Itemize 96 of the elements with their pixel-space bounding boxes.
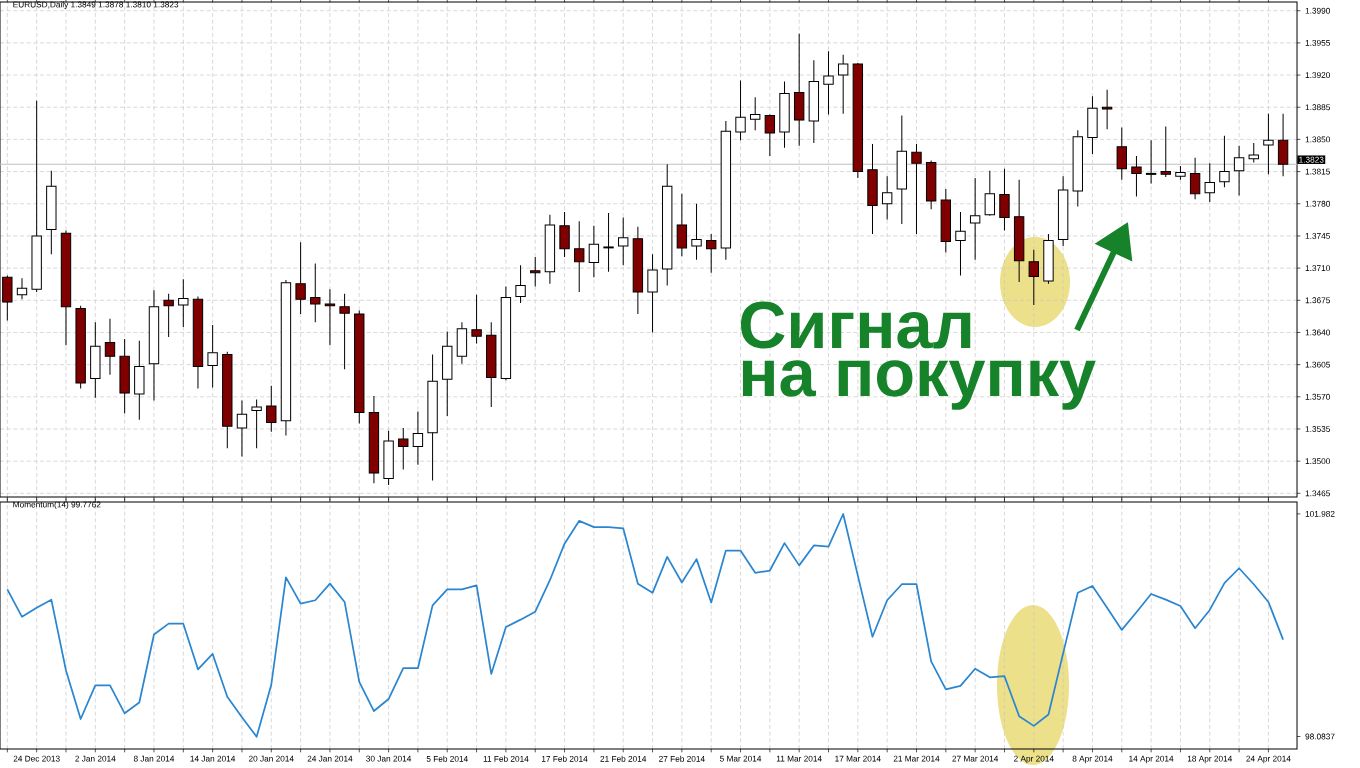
candlestick [911,143,922,235]
x-tick-label: 24 Dec 2013 [13,755,60,762]
candlestick [955,211,966,276]
candlestick [1189,157,1201,200]
candlestick [1219,135,1230,188]
x-tick-label: 8 Apr 2014 [1072,755,1113,764]
y-tick-label: 1.3990 [1305,7,1331,14]
candlestick [574,220,585,293]
candlestick [1131,155,1142,197]
x-tick-label: 21 Mar 2014 [893,755,940,762]
candlestick [881,175,893,220]
y-tick-label: 98.0837 [1305,733,1335,740]
candlestick [471,294,482,344]
x-tick-label: 5 Feb 2014 [426,755,468,762]
chart-title: EURUSD,Daily 1.3849 1.3878 1.3810 1.3823 [13,1,179,10]
y-tick-label: 1.3710 [1305,265,1331,272]
candlestick [1204,162,1215,203]
x-tick-label: 2 Jan 2014 [75,755,116,762]
candlestick [764,114,776,157]
x-tick-label: 2 Apr 2014 [1014,755,1054,764]
candlestick [178,278,189,328]
candlestick [676,193,688,257]
candlestick [163,293,174,338]
x-tick-label: 18 Apr 2014 [1187,755,1233,764]
candlestick [104,318,116,376]
candlestick [735,80,746,141]
candlestick [999,168,1010,231]
candlestick [1277,113,1289,177]
x-tick-label: 11 Feb 2014 [483,755,529,762]
chart-title: Momentum(14) 99.7762 [13,501,101,510]
candlestick [207,324,218,389]
y-tick-label: 1.3535 [1305,426,1330,432]
candlestick [984,170,996,217]
candlestick [603,212,614,273]
candlestick [691,203,702,261]
ref-line-label: 1.3823 [1299,156,1324,163]
candlestick [295,241,306,315]
candlestick [1116,126,1127,181]
candlestick [706,233,717,274]
candlestick [251,399,262,449]
x-tick-label: 30 Jan 2014 [366,755,412,762]
y-tick-label: 1.3850 [1305,136,1331,143]
candlestick [16,277,28,300]
candlestick [266,385,277,433]
y-tick-label: 1.3605 [1305,361,1330,368]
candlestick [339,293,350,370]
candlestick [588,225,600,278]
y-tick-label: 1.3570 [1305,393,1331,400]
candlestick [1160,126,1171,178]
x-tick-label: 24 Apr 2014 [1246,755,1291,764]
x-tick-label: 8 Jan 2014 [133,755,175,762]
candlestick [324,288,336,346]
candlestick [1233,145,1245,196]
annotation: Сигнал [741,301,971,349]
candlestick [618,217,629,266]
candlestick [969,177,981,261]
x-tick-label: 11 Mar 2014 [776,755,822,762]
candlestick [412,411,424,466]
candlestick [1263,113,1274,175]
x-tick-label: 14 Apr 2014 [1129,755,1174,764]
y-tick-label: 1.3955 [1305,39,1330,46]
x-tick-label: 27 Feb 2014 [659,755,705,762]
y-tick-label: 101.982 [1305,510,1335,517]
x-tick-label: 5 Mar 2014 [719,755,762,762]
candlestick [310,263,321,323]
candlestick [647,253,658,333]
x-tick-label: 24 Jan 2014 [307,755,353,762]
candlestick [750,96,761,131]
candlestick [515,264,526,304]
x-tick-label: 17 Feb 2014 [541,755,588,762]
candlestick [398,427,409,470]
candlestick [1101,89,1113,130]
candlestick [1248,142,1259,163]
x-tick-label: 17 Mar 2014 [835,755,881,762]
candlestick [823,50,834,116]
y-tick-label: 1.3815 [1305,168,1330,175]
candlestick [236,399,248,458]
candlestick [837,54,849,115]
x-tick-label: 21 Feb 2014 [600,755,647,762]
y-tick-label: 1.3780 [1305,200,1331,207]
x-tick-label: 14 Jan 2014 [190,755,236,762]
candlestick [559,211,570,258]
candlestick [1145,139,1157,185]
candlestick [1028,249,1039,306]
y-tick-label: 1.3640 [1305,329,1331,336]
line-series [6,513,1284,738]
x-tick-label: 27 Mar 2014 [952,755,999,762]
x-tick-label: 20 Jan 2014 [248,755,294,762]
y-tick-label: 1.3465 [1305,490,1330,497]
y-tick-label: 1.3745 [1305,233,1330,239]
annotation: на покупку [742,360,1096,410]
y-tick-label: 1.3500 [1305,458,1331,465]
candlestick [530,256,541,287]
y-tick-label: 1.3885 [1305,104,1330,111]
y-tick-label: 1.3920 [1305,72,1331,78]
y-tick-label: 1.3675 [1305,297,1330,304]
